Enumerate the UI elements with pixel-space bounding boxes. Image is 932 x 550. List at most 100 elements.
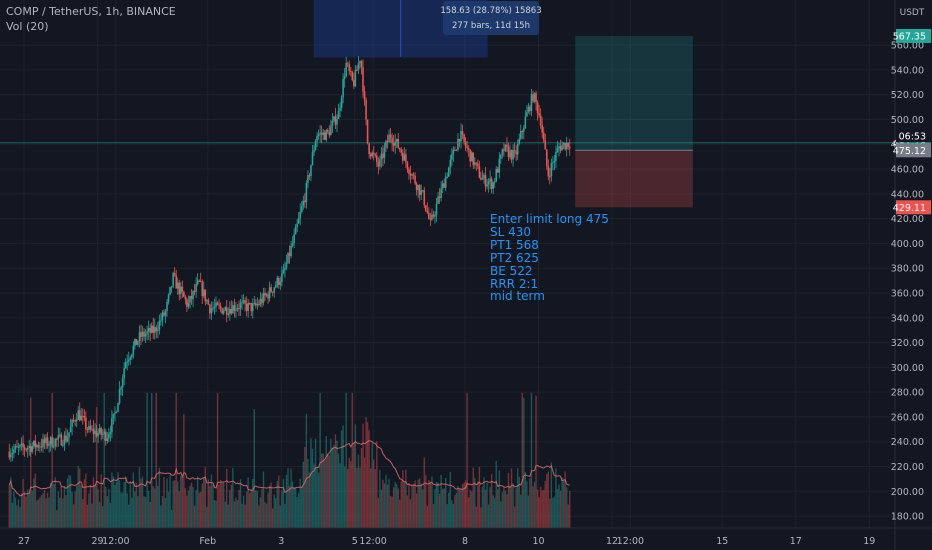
candle-body	[271, 291, 274, 293]
candle-body	[550, 163, 553, 177]
volume-bar	[471, 491, 473, 528]
candle-body	[323, 132, 326, 140]
candle-body	[449, 159, 452, 168]
x-tick-label: 17	[790, 536, 802, 547]
volume-bar	[446, 504, 448, 528]
candle-body	[308, 175, 311, 177]
volume-bar	[187, 490, 190, 528]
candle-body	[215, 302, 217, 307]
candle-body	[285, 263, 288, 268]
candle-body	[327, 130, 329, 132]
volume-bar	[86, 504, 89, 528]
candle-body	[568, 146, 571, 149]
volume-bar	[418, 478, 421, 528]
candle-body	[530, 94, 533, 111]
volume-bar	[284, 503, 286, 528]
volume-bar	[137, 496, 139, 528]
candle-body	[225, 307, 228, 315]
candle-body	[16, 445, 18, 447]
volume-bar	[244, 504, 246, 528]
x-tick-label: 5	[352, 536, 358, 547]
candle-body	[296, 223, 298, 227]
volume-bar	[109, 502, 112, 528]
candle-body	[507, 146, 510, 158]
candle-body	[297, 217, 300, 224]
volume-bar	[425, 475, 427, 528]
candle-body	[248, 302, 251, 304]
candle-body	[114, 412, 116, 414]
volume-bar	[200, 491, 202, 528]
y-tick-label: 540.00	[891, 65, 924, 76]
volume-bar	[13, 491, 15, 528]
volume-bar	[440, 474, 442, 528]
candle-body	[495, 169, 498, 182]
candle-body	[512, 149, 514, 160]
candle-body	[219, 305, 222, 309]
price-label-stop	[896, 200, 931, 215]
volume-bar	[72, 504, 75, 528]
candle-body	[516, 143, 519, 155]
candle-body	[526, 112, 528, 117]
candle-body	[11, 452, 14, 455]
candle-body	[330, 126, 332, 136]
candle-body	[247, 302, 249, 311]
candle-body	[493, 181, 496, 183]
candle-body	[533, 93, 536, 102]
volume-bar	[178, 491, 180, 528]
volume-bar	[497, 489, 499, 528]
volume-bar	[345, 393, 347, 528]
volume-bar	[229, 489, 231, 528]
candle-body	[121, 378, 124, 388]
measure-label-line2: 277 bars, 11d 15h	[452, 21, 530, 31]
candle-body	[545, 149, 548, 166]
candle-body	[438, 196, 441, 199]
countdown-label: 06:53	[899, 131, 926, 142]
volume-bar	[75, 485, 78, 528]
candle-body	[40, 446, 43, 448]
candle-body	[92, 428, 95, 435]
candle-body	[369, 154, 372, 157]
x-tick-label: 27	[18, 536, 30, 547]
candle-body	[451, 154, 453, 160]
candle-body	[400, 149, 403, 153]
volume-bar	[527, 495, 530, 528]
volume-bar	[342, 425, 344, 528]
candle-body	[431, 214, 433, 220]
candle-body	[26, 448, 29, 450]
volume-bar	[82, 498, 84, 528]
candle-body	[454, 149, 456, 151]
candle-body	[124, 361, 127, 369]
volume-bar	[186, 495, 188, 528]
candle-body	[183, 291, 185, 297]
candle-body	[170, 286, 173, 288]
volume-bar	[506, 494, 508, 528]
candle-body	[82, 415, 84, 417]
volume-bar	[366, 421, 369, 528]
candle-body	[253, 303, 256, 305]
volume-bar	[422, 489, 424, 528]
candle-body	[94, 430, 96, 435]
volume-bar	[151, 393, 153, 528]
y-tick-label: 520.00	[891, 90, 924, 101]
volume-bar	[28, 493, 30, 528]
volume-bar	[169, 475, 171, 528]
candle-body	[37, 444, 40, 448]
candle-body	[181, 286, 184, 292]
volume-bar	[97, 489, 99, 528]
candle-body	[166, 302, 168, 311]
candle-body	[496, 169, 499, 173]
volume-bar	[521, 393, 523, 528]
candle-body	[463, 134, 465, 142]
volume-bar	[348, 457, 350, 528]
candle-body	[51, 437, 53, 447]
volume-bar	[362, 423, 364, 528]
candle-body	[238, 308, 240, 310]
candle-body	[42, 439, 44, 448]
volume-bar	[157, 485, 159, 528]
candle-body	[173, 273, 176, 276]
candle-body	[461, 131, 464, 135]
volume-bar	[529, 478, 531, 528]
volume-bar	[412, 483, 415, 528]
candle-body	[432, 214, 435, 217]
